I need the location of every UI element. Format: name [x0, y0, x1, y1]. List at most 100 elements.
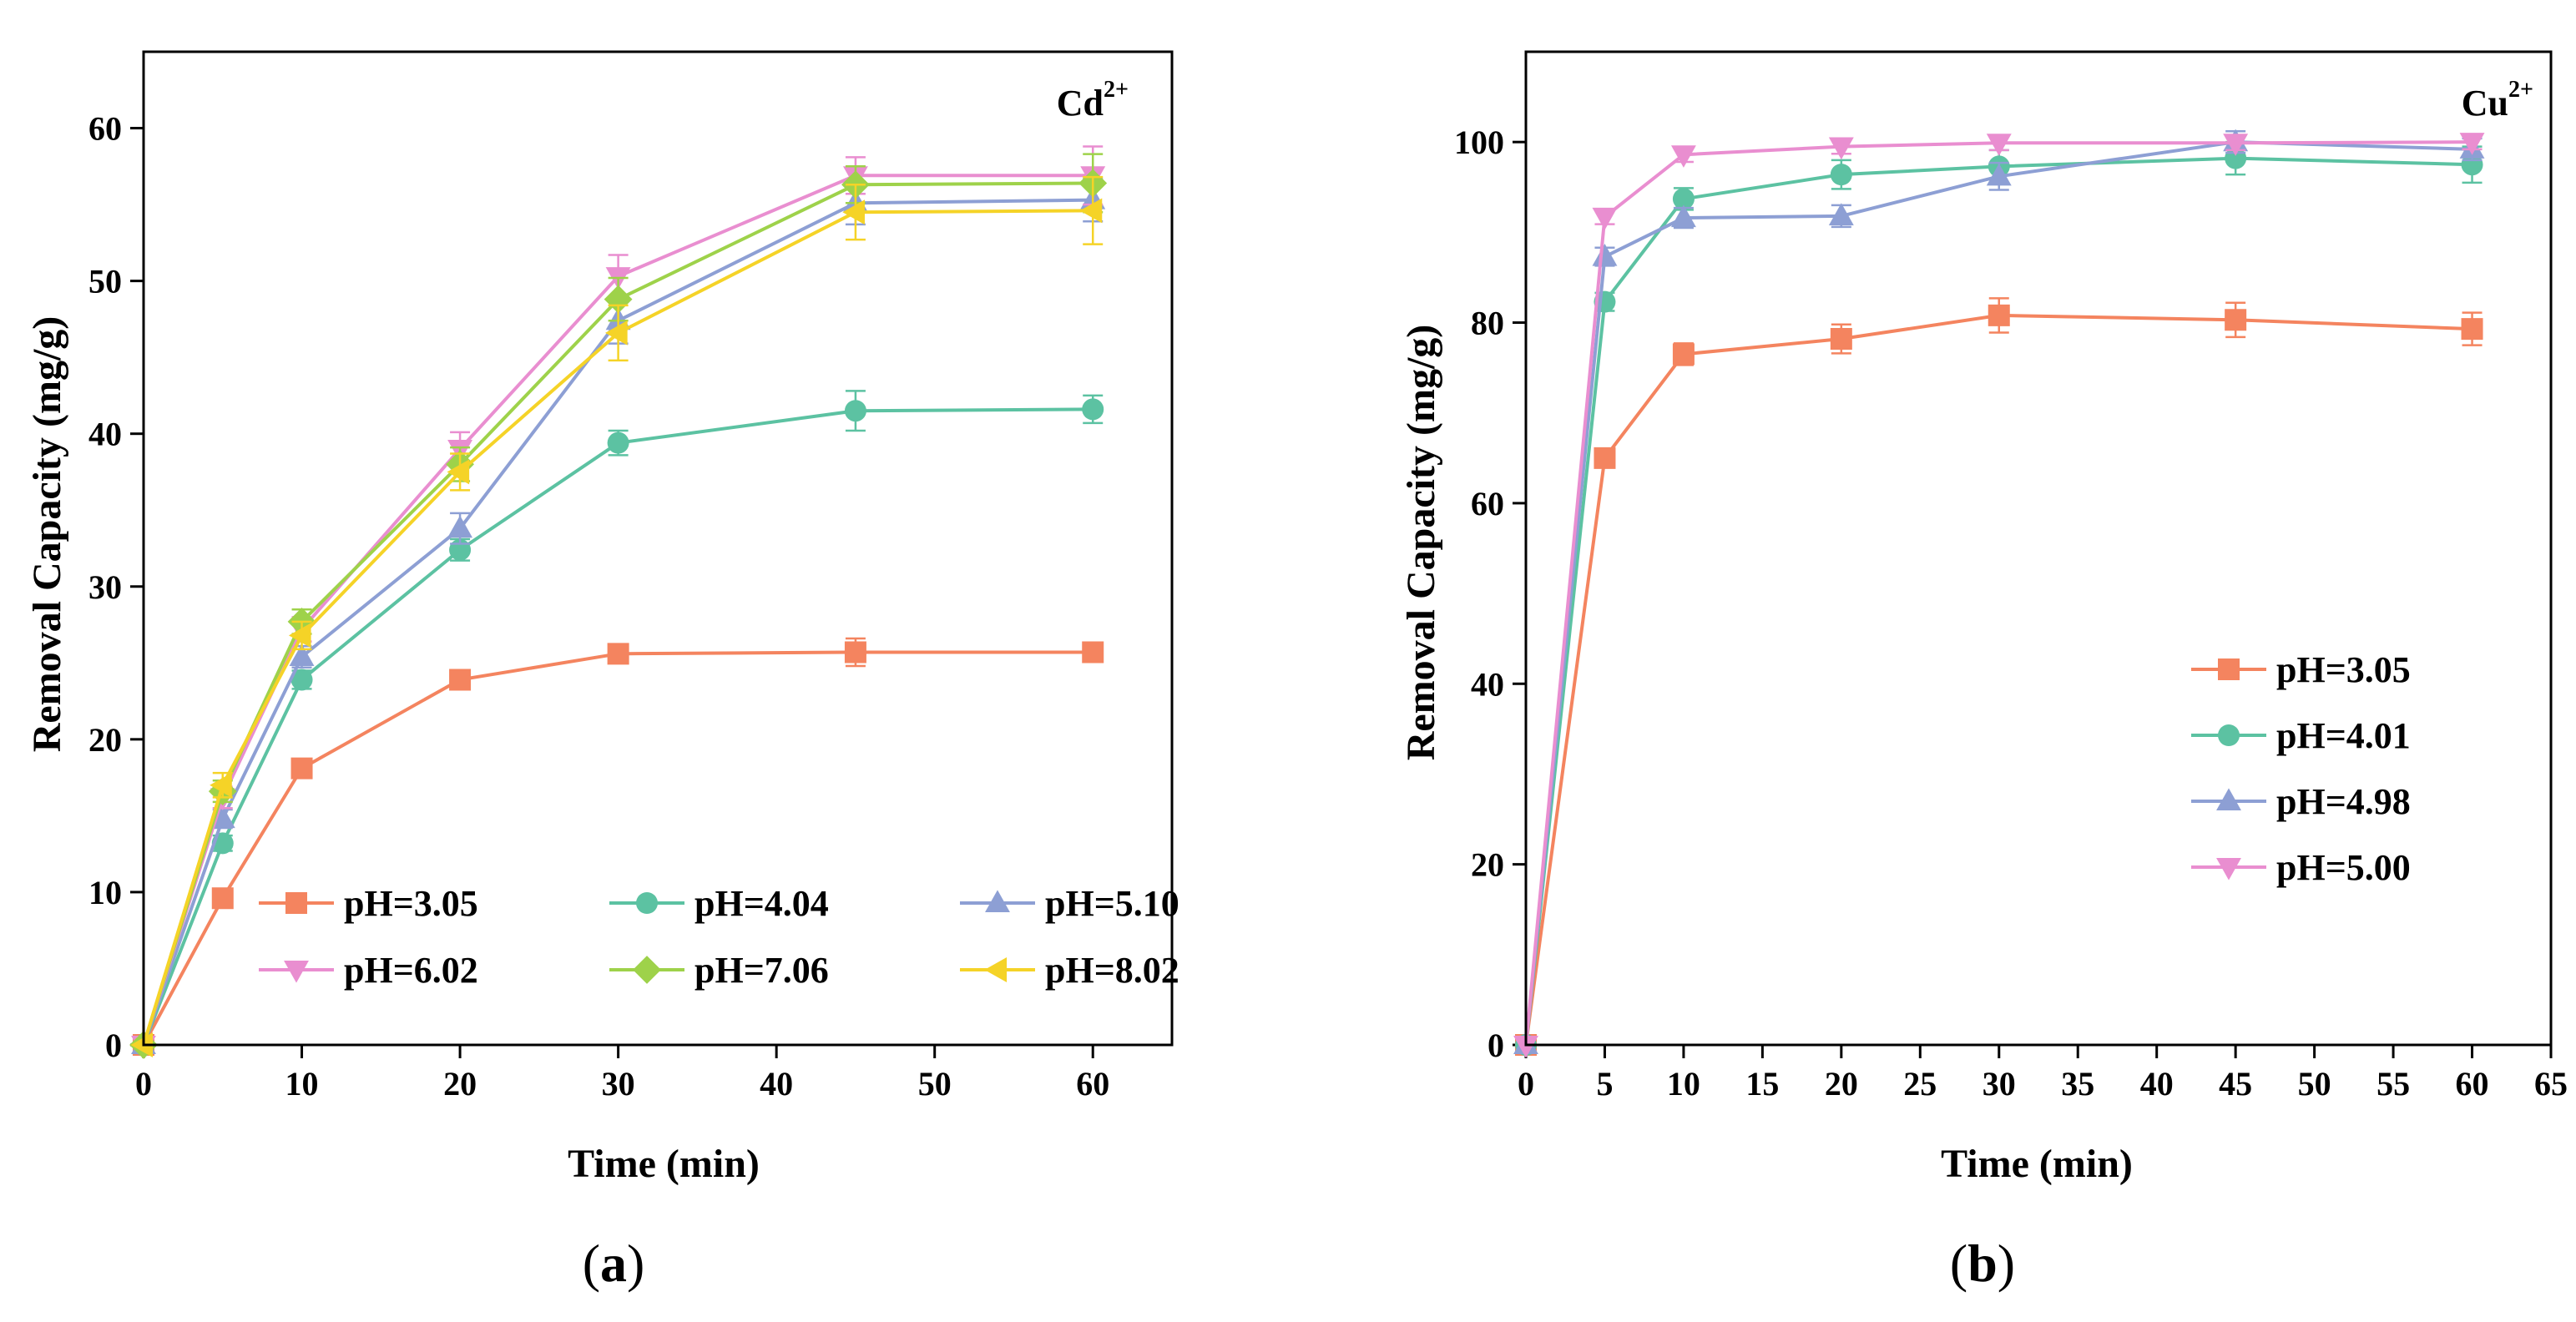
panel-b-data-point [1672, 188, 1695, 210]
panel-b-legend-marker [2216, 857, 2241, 880]
panel-b-x-tick-label: 50 [2298, 1065, 2331, 1103]
panel-b-legend-marker [2218, 658, 2240, 680]
panel-b-legend-item: pH=5.00 [2191, 847, 2411, 888]
panel-a-y-tick-label: 30 [88, 568, 122, 606]
panel-b-legend-item: pH=4.01 [2191, 715, 2411, 756]
panel-a-legend-item: pH=3.05 [259, 883, 478, 924]
panel-b-data-point [1513, 1035, 1538, 1058]
panel-a-legend-item: pH=4.04 [609, 883, 829, 924]
panel-b-data-point [1828, 137, 1854, 160]
panel-a-x-tick-label: 40 [760, 1065, 793, 1103]
panel-a-data-point [447, 459, 470, 485]
panel-b-x-tick-label: 15 [1745, 1065, 1779, 1103]
panel-b-ion-label: Cu2+ [2462, 77, 2533, 124]
panel-a-legend-marker [636, 892, 658, 914]
panel-a-x-tick-label: 20 [443, 1065, 477, 1103]
panel-b-legend-label: pH=3.05 [2276, 649, 2411, 690]
panel-a-legend-label: pH=8.02 [1045, 950, 1179, 991]
panel-a-data-point [288, 623, 311, 648]
panel-b-legend-marker [2218, 724, 2240, 746]
panel-b-frame [1524, 50, 2553, 1047]
panel-b-legend-marker [2216, 788, 2241, 811]
panel-a-chart: 0 10 20 30 40 50 60 0 10 20 30 40 50 60 Cd2+ Time (mi… [25, 50, 1179, 1293]
panel-b-data-point [1986, 163, 2012, 186]
panel-b-ticks: 0 5 10 15 20 25 30 35 40 45 50 55 60 65 0 20 40 60 80 100 [1454, 124, 2568, 1103]
panel-b-data-point [1670, 204, 1696, 228]
panel-b-x-tick-label: 10 [1667, 1065, 1700, 1103]
panel-a-legend-item: pH=5.10 [960, 883, 1179, 924]
panel-a-legend-label: pH=6.02 [344, 950, 478, 991]
panel-a-data-point [844, 641, 866, 664]
panel-a-y-tick-label: 20 [88, 721, 122, 759]
panel-b-x-tick-label: 60 [2456, 1065, 2489, 1103]
panel-a-legend-item: pH=7.06 [609, 950, 829, 991]
panel-b-caption: (b) [1950, 1234, 2015, 1293]
panel-a-data-point [607, 643, 629, 665]
panel-a-legend-marker [984, 957, 1008, 982]
panel-b-x-tick-label: 25 [1903, 1065, 1937, 1103]
panel-b-x-tick-label: 35 [2061, 1065, 2094, 1103]
panel-a-data-point [1082, 641, 1104, 664]
panel-a-legend-marker [285, 892, 307, 914]
panel-a-data-point [844, 400, 866, 422]
panel-a-data-point [842, 199, 865, 225]
panel-b-data-point [1986, 134, 2012, 156]
panel-b-y-tick-label: 80 [1471, 305, 1504, 342]
panel-b-data-point [2225, 309, 2247, 331]
panel-a-ticks: 0 10 20 30 40 50 60 0 10 20 30 40 50 60 [88, 110, 1109, 1103]
panel-a-legend-item: pH=6.02 [259, 950, 478, 991]
panel-a-legend-marker [633, 956, 661, 984]
panel-b-legend-label: pH=4.98 [2276, 781, 2411, 822]
panel-a-x-tick-label: 60 [1076, 1065, 1109, 1103]
panel-a-legend-marker [985, 890, 1010, 913]
panel-b-x-axis-title: Time (min) [1941, 1142, 2133, 1186]
panel-a-data-point [210, 805, 235, 829]
panel-a-y-tick-label: 60 [88, 110, 122, 148]
panel-b-data-point [1828, 203, 1854, 225]
panel-a-y-tick-label: 40 [88, 416, 122, 453]
panel-a-series [129, 145, 1108, 1059]
panel-b-x-tick-label: 40 [2140, 1065, 2174, 1103]
panel-b-legend-item: pH=4.98 [2191, 781, 2411, 822]
panel-a-legend-item: pH=8.02 [960, 950, 1179, 991]
panel-a-series-pH=8.02 [130, 175, 1104, 1057]
panel-a-y-axis-title: Removal Capacity (mg/g) [25, 316, 69, 753]
panel-b-x-tick-label: 55 [2376, 1065, 2410, 1103]
panel-a-legend-label: pH=5.10 [1045, 883, 1179, 924]
panel-a-x-tick-label: 10 [285, 1065, 319, 1103]
panel-a-caption: (a) [583, 1234, 645, 1293]
panel-a-legend-label: pH=7.06 [695, 950, 829, 991]
panel-b-chart: 0 5 10 15 20 25 30 35 40 45 50 55 60 65 0 20 40 60 80 100 C… [1399, 50, 2568, 1293]
panel-b-data-point [1830, 164, 1852, 186]
panel-b-data-point [1988, 304, 2010, 326]
panel-a-data-point [210, 772, 232, 798]
panel-a-data-point [1082, 398, 1104, 421]
panel-a-data-point [1079, 198, 1103, 224]
panel-b-data-point [1672, 343, 1695, 366]
panel-b-data-point [2223, 134, 2249, 156]
panel-a-x-axis-title: Time (min) [568, 1142, 760, 1186]
panel-a-data-point [605, 320, 628, 346]
panel-a-legend-label: pH=3.05 [344, 883, 478, 924]
panel-b-legend-label: pH=4.01 [2276, 715, 2411, 756]
panel-b-series-pH=5.00 [1513, 133, 2485, 1058]
panel-a-legend: pH=3.05 pH=4.04 pH=5.10 pH=6.02 pH=7.06 pH=8.… [259, 883, 1179, 991]
panel-a-data-point [447, 515, 473, 538]
panel-b-legend-label: pH=5.00 [2276, 847, 2411, 888]
panel-a-x-tick-label: 50 [918, 1065, 952, 1103]
panel-a-data-point [290, 757, 313, 780]
panel-b-x-tick-label: 20 [1825, 1065, 1858, 1103]
panel-a-data-point [130, 1032, 154, 1057]
panel-b-data-point [2461, 318, 2483, 341]
panel-a-y-tick-label: 50 [88, 263, 122, 300]
panel-b-data-point [1670, 145, 1696, 168]
panel-b-y-tick-label: 40 [1471, 665, 1504, 703]
panel-a-y-tick-label: 0 [105, 1027, 122, 1064]
panel-a-data-point [211, 887, 234, 910]
panel-b-legend: pH=3.05 pH=4.01 pH=4.98 pH=5.00 [2191, 649, 2411, 888]
panel-b-data-point [1592, 243, 1618, 266]
panel-b-y-tick-label: 60 [1471, 485, 1504, 522]
panel-a-y-tick-label: 10 [88, 874, 122, 911]
